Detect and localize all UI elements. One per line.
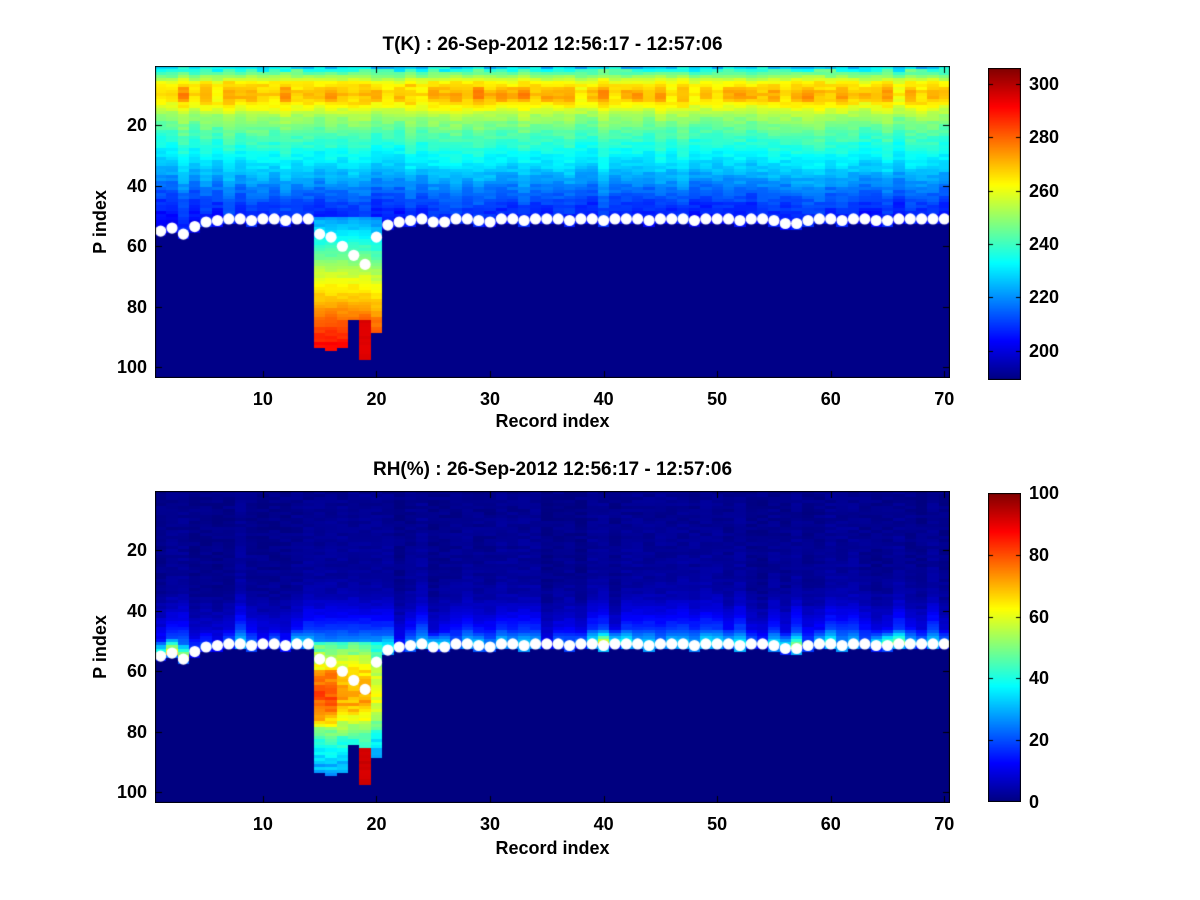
colorbar-tick-label: 300 bbox=[1029, 74, 1060, 94]
x-tick-label: 20 bbox=[366, 389, 387, 409]
x-tick-label: 70 bbox=[934, 389, 955, 409]
y-tick-label: 80 bbox=[126, 721, 147, 742]
temperature-heatmap bbox=[155, 66, 950, 378]
y-tick-label: 40 bbox=[126, 175, 147, 196]
y-tick-label: 100 bbox=[116, 782, 147, 803]
temperature-colorbar bbox=[988, 68, 1021, 380]
humidity-colorbar bbox=[988, 493, 1021, 802]
x-tick-label: 70 bbox=[934, 814, 955, 834]
x-tick-label: 40 bbox=[593, 389, 614, 409]
x-tick-label: 10 bbox=[252, 389, 273, 409]
colorbar-tick-label: 60 bbox=[1029, 606, 1050, 627]
colorbar-tick-label: 280 bbox=[1029, 127, 1060, 148]
humidity-plot-xlabel: Record index bbox=[495, 838, 610, 858]
x-tick-label: 50 bbox=[707, 389, 728, 409]
colorbar-tick-label: 200 bbox=[1029, 340, 1060, 361]
humidity-heatmap bbox=[155, 491, 950, 803]
humidity-plot-ylabel: P index bbox=[90, 615, 110, 679]
x-tick-label: 10 bbox=[252, 814, 273, 834]
colorbar-tick-label: 220 bbox=[1029, 287, 1060, 308]
x-tick-label: 30 bbox=[480, 389, 501, 409]
x-tick-label: 20 bbox=[366, 814, 387, 834]
y-tick-label: 80 bbox=[126, 296, 147, 317]
x-tick-label: 50 bbox=[707, 814, 728, 834]
temperature-plot-title: T(K) : 26-Sep-2012 12:56:17 - 12:57:06 bbox=[382, 34, 723, 55]
colorbar-tick-label: 240 bbox=[1029, 234, 1060, 254]
y-tick-label: 20 bbox=[126, 540, 147, 561]
x-tick-label: 40 bbox=[593, 814, 614, 834]
temperature-plot-ylabel: P index bbox=[90, 190, 110, 254]
colorbar-tick-label: 100 bbox=[1029, 483, 1060, 503]
colorbar-tick-label: 0 bbox=[1029, 792, 1040, 812]
x-tick-label: 60 bbox=[820, 814, 841, 834]
y-tick-label: 20 bbox=[126, 115, 147, 136]
colorbar-tick-label: 40 bbox=[1029, 668, 1050, 689]
colorbar-tick-label: 20 bbox=[1029, 730, 1050, 751]
humidity-plot-title: RH(%) : 26-Sep-2012 12:56:17 - 12:57:06 bbox=[372, 459, 733, 480]
y-tick-label: 100 bbox=[116, 357, 147, 378]
y-tick-label: 60 bbox=[126, 236, 147, 257]
y-tick-label: 60 bbox=[126, 661, 147, 682]
colorbar-tick-label: 80 bbox=[1029, 544, 1050, 565]
y-tick-label: 40 bbox=[126, 600, 147, 621]
x-tick-label: 30 bbox=[480, 814, 501, 834]
temperature-plot-xlabel: Record index bbox=[495, 411, 610, 431]
x-tick-label: 60 bbox=[820, 389, 841, 409]
colorbar-tick-label: 260 bbox=[1029, 180, 1060, 201]
